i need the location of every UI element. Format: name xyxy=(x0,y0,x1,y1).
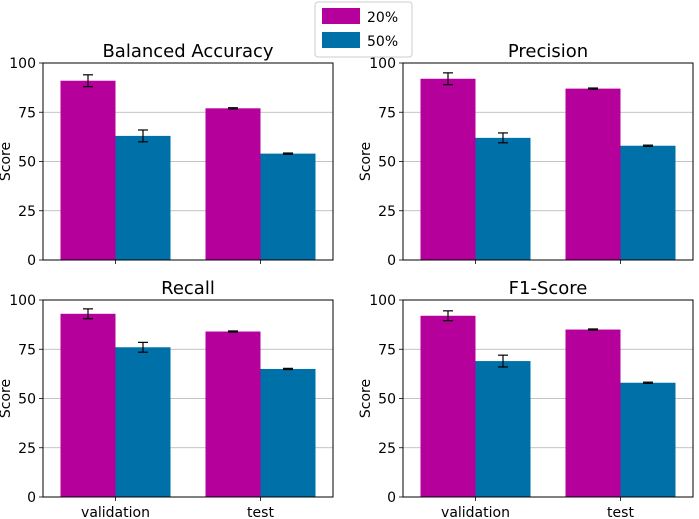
axes-frame xyxy=(402,62,694,261)
bar-50pct-test xyxy=(260,368,316,497)
y-tick-label: 0 xyxy=(27,490,36,506)
bar-50pct-validation xyxy=(115,135,171,260)
bar-50pct-test xyxy=(260,153,316,260)
bar-20pct-test xyxy=(565,88,621,260)
y-axis-label: Score xyxy=(358,142,374,181)
y-tick-label: 75 xyxy=(18,105,36,121)
chart-title: Recall xyxy=(161,278,215,299)
legend-swatch xyxy=(322,8,360,24)
axes-frame xyxy=(42,62,334,261)
legend-label: 50% xyxy=(367,34,398,50)
y-tick-label: 50 xyxy=(378,155,396,171)
bar-50pct-test xyxy=(620,382,676,497)
x-tick-label: validation xyxy=(81,505,150,519)
y-tick-label: 25 xyxy=(378,204,396,220)
y-tick-label: 100 xyxy=(9,293,36,309)
y-tick-label: 25 xyxy=(378,441,396,457)
axes-frame xyxy=(402,299,694,498)
y-tick-label: 50 xyxy=(378,392,396,408)
bar-50pct-validation xyxy=(115,347,171,497)
legend: 20% 50% xyxy=(314,1,413,58)
y-tick-label: 50 xyxy=(18,392,36,408)
bar-20pct-test xyxy=(565,329,621,497)
y-tick-label: 25 xyxy=(18,204,36,220)
axes-frame xyxy=(42,299,334,498)
legend-label: 20% xyxy=(367,10,398,26)
chart-title: Balanced Accuracy xyxy=(102,41,273,62)
y-tick-label: 25 xyxy=(18,441,36,457)
bar-20pct-test xyxy=(205,108,261,260)
y-tick-label: 75 xyxy=(18,342,36,358)
y-tick-label: 100 xyxy=(9,56,36,72)
bar-20pct-validation xyxy=(60,313,116,497)
y-tick-label: 75 xyxy=(378,342,396,358)
y-tick-label: 50 xyxy=(18,155,36,171)
chart-panel-1: 0 25 50 75 100 Balanced Accuracy Score xyxy=(0,41,334,269)
bar-20pct-validation xyxy=(420,315,476,497)
chart-title: F1-Score xyxy=(509,278,588,299)
y-tick-label: 100 xyxy=(369,293,396,309)
bar-20pct-validation xyxy=(420,78,476,260)
bar-20pct-validation xyxy=(60,80,116,260)
chart-panel-3: 0 25 50 75 100 validation test Recall Score xyxy=(0,278,334,519)
x-tick-label: test xyxy=(247,505,274,519)
y-axis-label: Score xyxy=(358,379,374,418)
chart-panel-4: 0 25 50 75 100 validation test F1-Score Score xyxy=(358,278,694,519)
bar-50pct-validation xyxy=(475,361,531,497)
y-tick-label: 100 xyxy=(369,56,396,72)
y-tick-label: 75 xyxy=(378,105,396,121)
y-axis-label: Score xyxy=(0,142,14,181)
bar-50pct-test xyxy=(620,145,676,260)
bar-20pct-test xyxy=(205,331,261,497)
chart-title: Precision xyxy=(508,41,588,62)
y-tick-label: 0 xyxy=(387,253,396,269)
bar-50pct-validation xyxy=(475,137,531,260)
y-axis-label: Score xyxy=(0,379,14,418)
y-tick-label: 0 xyxy=(27,253,36,269)
x-tick-label: test xyxy=(607,505,634,519)
x-tick-label: validation xyxy=(441,505,510,519)
chart-panel-2: 0 25 50 75 100 Precision Score xyxy=(358,41,694,269)
legend-swatch xyxy=(322,32,360,48)
y-tick-label: 0 xyxy=(387,490,396,506)
